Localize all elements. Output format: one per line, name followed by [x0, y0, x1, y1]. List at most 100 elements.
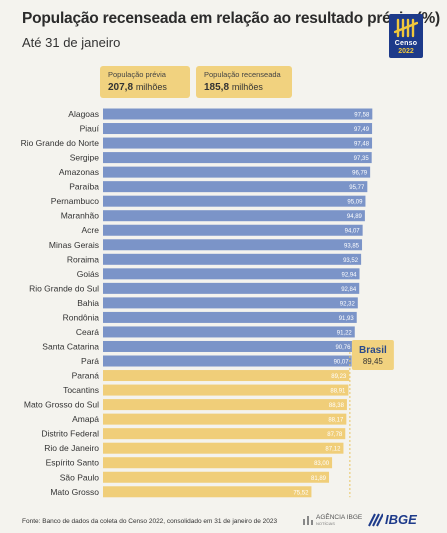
category-label: Tocantins	[63, 385, 99, 395]
category-label: Pará	[81, 356, 99, 366]
legend-recenseada-label: População recenseada	[204, 70, 281, 79]
data-label: 95,77	[349, 185, 365, 191]
bar	[103, 428, 346, 440]
data-label: 92,32	[340, 301, 356, 307]
bar	[103, 108, 373, 120]
bar	[103, 399, 347, 411]
data-label: 90,76	[335, 345, 351, 351]
category-label: Espírito Santo	[46, 458, 100, 468]
data-label: 89,23	[331, 374, 347, 380]
category-label: Rio de Janeiro	[44, 443, 99, 453]
category-label: Maranhão	[61, 211, 100, 221]
bar	[103, 181, 368, 193]
category-label: Rio Grande do Norte	[21, 138, 100, 148]
data-label: 88,91	[330, 389, 346, 395]
legend-recenseada-value: 185,8 milhões	[204, 82, 263, 93]
bar	[103, 370, 350, 382]
ibge-stripes-icon	[368, 513, 383, 527]
category-label: Mato Grosso do Sul	[24, 400, 99, 410]
bar	[103, 311, 357, 323]
legend-previa-value: 207,8 milhões	[108, 82, 167, 93]
ibge-wordmark: IBGE	[385, 512, 417, 527]
category-label: Alagoas	[68, 109, 99, 119]
data-label: 87,78	[327, 432, 343, 438]
data-label: 93,52	[343, 258, 359, 264]
data-label: 97,49	[354, 127, 370, 133]
category-label: Paraná	[72, 371, 100, 381]
logo-word: Censo	[394, 40, 418, 47]
reference-value: 89,45	[363, 357, 384, 366]
bar	[103, 224, 363, 236]
legend-previa-label: População prévia	[108, 70, 166, 79]
data-label: 97,58	[354, 113, 370, 119]
data-label: 97,48	[354, 142, 370, 148]
data-label: 91,22	[337, 330, 353, 336]
bar	[103, 152, 372, 164]
bar	[103, 413, 347, 425]
bar	[103, 137, 373, 149]
data-label: 97,35	[354, 156, 370, 162]
chart-title: População recenseada em relação ao resul…	[22, 10, 440, 27]
category-label: Paraíba	[69, 182, 99, 192]
category-label: Ceará	[76, 327, 99, 337]
ibge-logo: IBGE	[367, 511, 427, 527]
data-label: 88,38	[329, 403, 345, 409]
bar	[103, 340, 354, 352]
bar-chart: Alagoas 97,58 Piauí 97,49 Rio Grande do Nort…	[21, 108, 394, 498]
tally-marks-icon	[394, 18, 418, 38]
data-label: 96,79	[352, 171, 368, 177]
category-label: Mato Grosso	[50, 487, 99, 497]
data-label: 83,00	[314, 461, 330, 467]
agency-icon	[303, 516, 313, 525]
data-label: 91,93	[339, 316, 355, 322]
bar	[103, 253, 362, 265]
data-label: 81,89	[311, 476, 327, 482]
data-label: 88,17	[328, 418, 344, 424]
category-label: Amazonas	[59, 167, 99, 177]
category-label: Rio Grande do Sul	[29, 283, 99, 293]
data-label: 92,94	[341, 272, 357, 278]
logo-year: 2022	[398, 48, 414, 55]
bar	[103, 486, 312, 498]
category-label: Distrito Federal	[41, 429, 99, 439]
agencia-ibge-logo: AGÊNCIA IBGE NOTÍCIAS	[302, 513, 364, 527]
source-note: Fonte: Banco de dados da coleta do Censo…	[22, 518, 278, 525]
bar	[103, 123, 373, 135]
data-label: 90,07	[334, 360, 350, 366]
legend-populacao-previa: População prévia 207,8 milhões	[100, 66, 190, 98]
agency-sub: NOTÍCIAS	[316, 521, 335, 526]
data-label: 92,84	[341, 287, 357, 293]
category-label: Piauí	[80, 124, 100, 134]
data-label: 95,09	[347, 200, 363, 206]
category-label: Acre	[82, 225, 100, 235]
bar	[103, 355, 352, 367]
reference-box	[351, 340, 394, 370]
agency-name: AGÊNCIA IBGE	[316, 514, 363, 521]
bar	[103, 326, 355, 338]
bar	[103, 471, 330, 483]
data-label: 93,85	[344, 243, 360, 249]
bar	[103, 282, 360, 294]
legend-populacao-recenseada: População recenseada 185,8 milhões	[196, 66, 292, 98]
data-label: 75,52	[293, 490, 309, 496]
data-label: 94,07	[345, 229, 361, 235]
chart-subtitle: Até 31 de janeiro	[22, 35, 121, 50]
bar	[103, 166, 371, 178]
category-label: São Paulo	[60, 472, 99, 482]
category-label: Goiás	[77, 269, 99, 279]
bar	[103, 384, 349, 396]
category-label: Santa Catarina	[42, 341, 99, 351]
data-label: 94,89	[347, 214, 363, 220]
category-label: Sergipe	[70, 153, 100, 163]
bar	[103, 268, 360, 280]
bar	[103, 210, 365, 222]
bar	[103, 239, 363, 251]
category-label: Roraima	[67, 254, 99, 264]
data-label: 87,12	[325, 447, 341, 453]
bar	[103, 457, 333, 469]
category-label: Rondônia	[63, 312, 100, 322]
bar	[103, 297, 358, 309]
category-label: Minas Gerais	[49, 240, 99, 250]
bar	[103, 195, 366, 207]
category-label: Bahia	[77, 298, 99, 308]
